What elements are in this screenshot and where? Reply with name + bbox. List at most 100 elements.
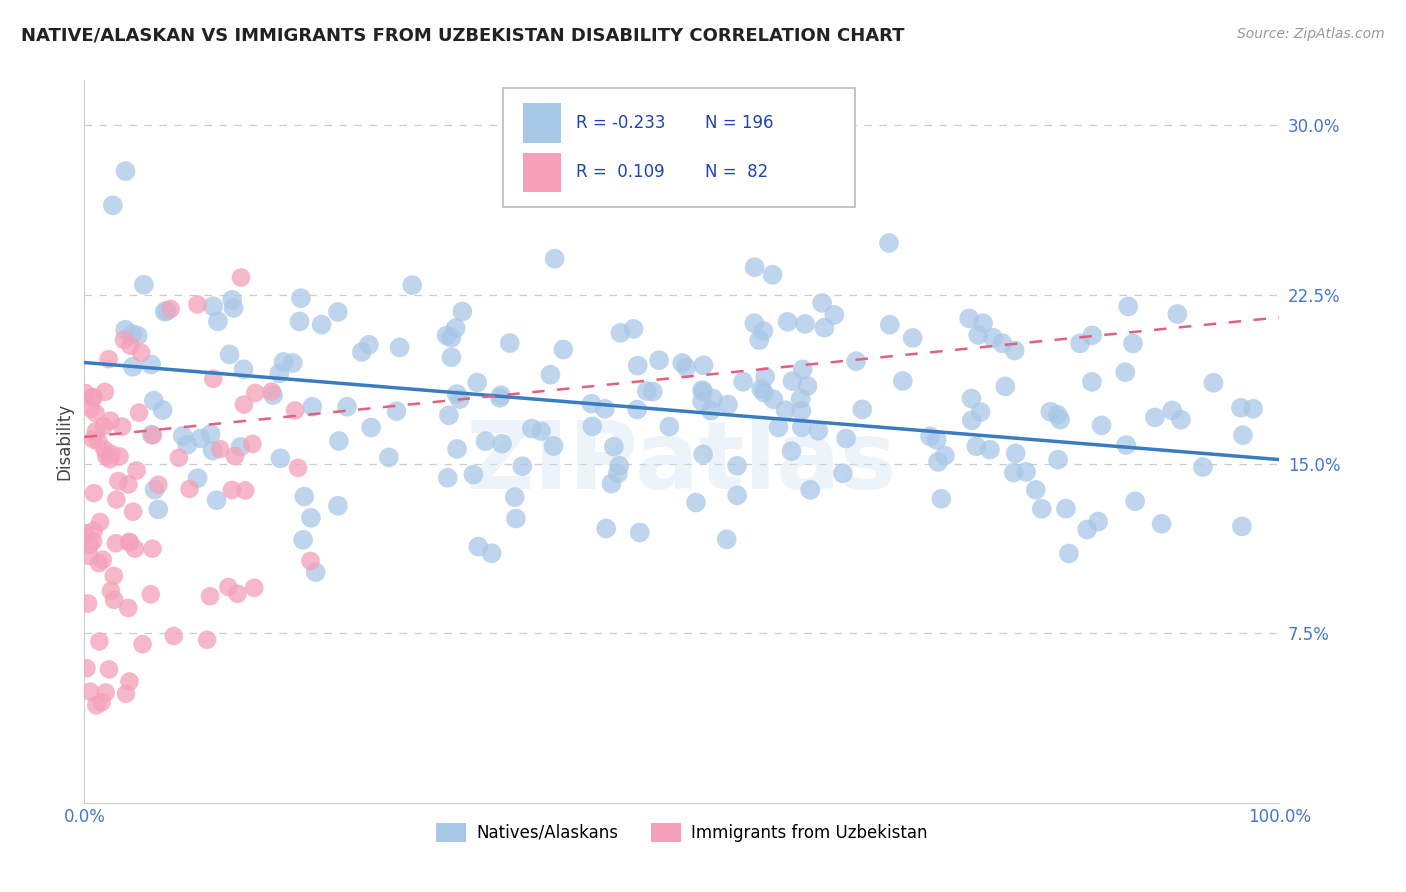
Point: [290, 291, 312, 305]
Point: [98, 662, 121, 676]
Point: [1232, 428, 1254, 442]
Point: [148, 477, 170, 491]
Point: [79, 684, 101, 698]
Point: [692, 384, 714, 399]
Point: [628, 525, 651, 540]
Point: [159, 301, 181, 316]
Point: [103, 569, 125, 583]
Point: [1015, 465, 1038, 479]
Point: [243, 581, 266, 595]
Point: [918, 429, 941, 443]
Point: [702, 392, 724, 406]
Point: [609, 326, 631, 340]
Point: [749, 382, 772, 396]
Point: [927, 455, 949, 469]
Point: [505, 511, 527, 525]
Point: [101, 198, 124, 212]
Point: [796, 379, 818, 393]
Point: [1057, 547, 1080, 561]
Point: [658, 419, 681, 434]
Point: [328, 434, 350, 448]
Point: [112, 333, 135, 347]
Point: [120, 338, 142, 352]
Point: [94, 685, 117, 699]
Point: [489, 391, 512, 405]
Point: [1202, 376, 1225, 390]
Point: [232, 362, 254, 376]
Point: [877, 235, 900, 250]
Point: [626, 402, 648, 417]
Point: [752, 324, 775, 338]
Point: [226, 587, 249, 601]
Point: [111, 419, 134, 434]
Point: [446, 387, 468, 401]
Point: [1046, 408, 1069, 422]
Point: [671, 356, 693, 370]
Point: [934, 449, 956, 463]
Point: [957, 311, 980, 326]
Point: [761, 268, 783, 282]
Point: [960, 392, 983, 406]
Point: [118, 535, 141, 549]
Text: N =  82: N = 82: [704, 163, 768, 181]
Point: [198, 589, 221, 603]
Point: [600, 476, 623, 491]
Point: [96, 449, 118, 463]
Point: [1069, 336, 1091, 351]
Point: [440, 350, 463, 364]
Point: [98, 452, 121, 467]
Point: [972, 316, 994, 330]
Point: [813, 320, 835, 334]
FancyBboxPatch shape: [523, 103, 561, 143]
Point: [132, 277, 155, 292]
FancyBboxPatch shape: [523, 153, 561, 193]
Point: [305, 565, 328, 579]
Point: [107, 474, 129, 488]
Point: [80, 401, 103, 416]
Point: [121, 327, 143, 342]
Point: [811, 296, 834, 310]
Point: [776, 315, 799, 329]
Point: [245, 385, 267, 400]
Point: [1230, 401, 1253, 415]
Point: [205, 493, 228, 508]
Point: [260, 384, 283, 399]
Point: [401, 278, 423, 293]
Point: [97, 352, 120, 367]
Point: [965, 439, 987, 453]
Point: [780, 444, 803, 458]
Point: [148, 502, 170, 516]
Point: [131, 637, 153, 651]
Point: [100, 447, 122, 461]
Point: [284, 403, 307, 417]
Point: [176, 438, 198, 452]
Point: [1166, 307, 1188, 321]
Point: [967, 328, 990, 343]
Point: [202, 372, 225, 386]
Point: [1090, 418, 1112, 433]
Point: [125, 463, 148, 477]
Point: [1081, 375, 1104, 389]
Point: [981, 331, 1004, 345]
Point: [1241, 401, 1264, 416]
Point: [1076, 523, 1098, 537]
Point: [75, 386, 97, 401]
Point: [90, 695, 112, 709]
Point: [179, 482, 201, 496]
Point: [79, 549, 101, 563]
Point: [510, 459, 533, 474]
Point: [891, 374, 914, 388]
Point: [690, 383, 713, 397]
Point: [692, 447, 714, 461]
Point: [489, 388, 512, 402]
Point: [89, 634, 111, 648]
Point: [467, 540, 489, 554]
Point: [82, 534, 104, 549]
Point: [744, 260, 766, 275]
Point: [114, 164, 136, 178]
Point: [716, 533, 738, 547]
Point: [1230, 519, 1253, 533]
Point: [209, 442, 232, 457]
Point: [717, 397, 740, 411]
Point: [725, 458, 748, 473]
